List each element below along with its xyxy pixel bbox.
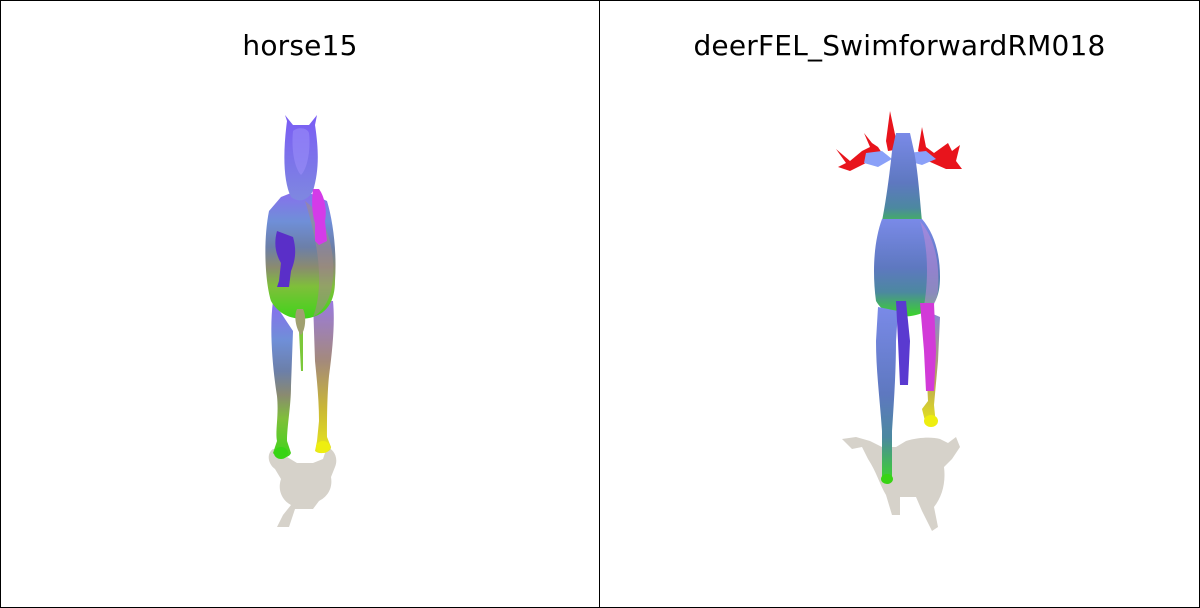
deer-shadow <box>842 437 960 531</box>
viewer-panel-left[interactable]: horse15 <box>0 0 600 608</box>
panel-title: horse15 <box>242 29 358 62</box>
deer-render <box>836 111 962 531</box>
horse-shadow <box>268 447 337 527</box>
viewer-panel-right[interactable]: deerFEL_SwimforwardRM018 <box>599 0 1200 608</box>
horse-render <box>265 115 337 527</box>
panel-title: deerFEL_SwimforwardRM018 <box>693 29 1106 62</box>
